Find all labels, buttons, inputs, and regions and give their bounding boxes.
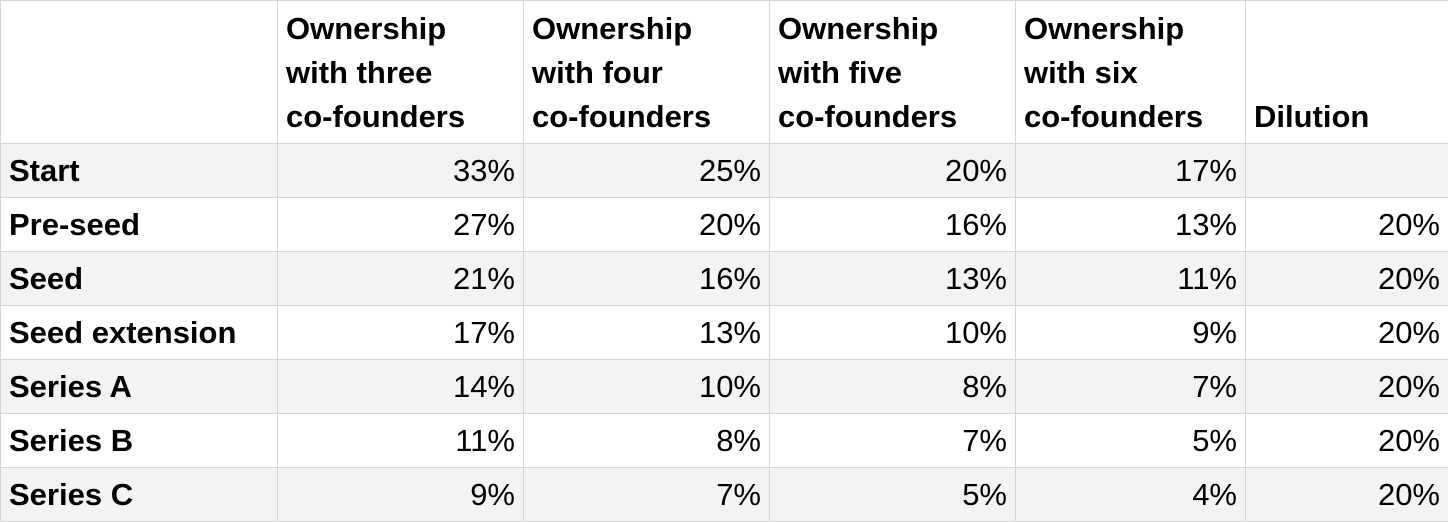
cell: 17% xyxy=(1015,143,1246,198)
cell: 5% xyxy=(1015,413,1246,468)
cell: 25% xyxy=(523,143,770,198)
cell: 9% xyxy=(1015,305,1246,360)
table-row: Series C 9% 7% 5% 4% 20% xyxy=(0,467,1448,522)
cell: 4% xyxy=(1015,467,1246,522)
table-row: Seed 21% 16% 13% 11% 20% xyxy=(0,251,1448,306)
row-label: Seed xyxy=(0,251,278,306)
cell: 27% xyxy=(277,197,524,252)
cell: 20% xyxy=(523,197,770,252)
header-line: Dilution xyxy=(1254,99,1370,134)
cell: 13% xyxy=(523,305,770,360)
column-header: Ownership with three co-founders xyxy=(277,0,524,144)
cell: 13% xyxy=(769,251,1016,306)
cell: 21% xyxy=(277,251,524,306)
header-line: Ownership xyxy=(778,11,939,46)
cell: 10% xyxy=(769,305,1016,360)
cell: 17% xyxy=(277,305,524,360)
header-line: with three xyxy=(286,55,433,90)
table-row: Seed extension 17% 13% 10% 9% 20% xyxy=(0,305,1448,360)
cell: 20% xyxy=(1245,413,1448,468)
cell: 11% xyxy=(277,413,524,468)
header-line: co-founders xyxy=(532,99,712,134)
cell: 16% xyxy=(523,251,770,306)
row-label: Pre-seed xyxy=(0,197,278,252)
header-line: Ownership xyxy=(1024,11,1185,46)
cell: 7% xyxy=(1015,359,1246,414)
cell: 20% xyxy=(1245,251,1448,306)
column-header: Ownership with four co-founders xyxy=(523,0,770,144)
column-header: Ownership with six co-founders xyxy=(1015,0,1246,144)
header-line: co-founders xyxy=(286,99,466,134)
row-label: Start xyxy=(0,143,278,198)
column-header: Dilution xyxy=(1245,0,1448,144)
header-line: Ownership xyxy=(532,11,693,46)
cell: 10% xyxy=(523,359,770,414)
corner-cell xyxy=(0,0,278,144)
cell: 20% xyxy=(1245,197,1448,252)
row-label: Series B xyxy=(0,413,278,468)
row-label: Seed extension xyxy=(0,305,278,360)
header-line: with six xyxy=(1024,55,1138,90)
cell: 11% xyxy=(1015,251,1246,306)
cell: 16% xyxy=(769,197,1016,252)
header-line: co-founders xyxy=(1024,99,1204,134)
table-row: Start 33% 25% 20% 17% xyxy=(0,143,1448,198)
cell: 20% xyxy=(769,143,1016,198)
table-row: Series A 14% 10% 8% 7% 20% xyxy=(0,359,1448,414)
cell: 8% xyxy=(523,413,770,468)
cell: 20% xyxy=(1245,467,1448,522)
cell: 5% xyxy=(769,467,1016,522)
header-line: Ownership xyxy=(286,11,447,46)
column-header: Ownership with five co-founders xyxy=(769,0,1016,144)
cell: 13% xyxy=(1015,197,1246,252)
cell: 33% xyxy=(277,143,524,198)
row-label: Series A xyxy=(0,359,278,414)
empty-cell xyxy=(1245,143,1448,198)
row-label: Series C xyxy=(0,467,278,522)
cell: 7% xyxy=(523,467,770,522)
header-row: Ownership with three co-founders Ownership w… xyxy=(0,0,1448,144)
cell: 14% xyxy=(277,359,524,414)
cell: 20% xyxy=(1245,359,1448,414)
table-row: Series B 11% 8% 7% 5% 20% xyxy=(0,413,1448,468)
cell: 20% xyxy=(1245,305,1448,360)
table-row: Pre-seed 27% 20% 16% 13% 20% xyxy=(0,197,1448,252)
header-line: with five xyxy=(778,55,903,90)
cell: 9% xyxy=(277,467,524,522)
cell: 7% xyxy=(769,413,1016,468)
cell: 8% xyxy=(769,359,1016,414)
header-line: co-founders xyxy=(778,99,958,134)
header-line: with four xyxy=(532,55,663,90)
